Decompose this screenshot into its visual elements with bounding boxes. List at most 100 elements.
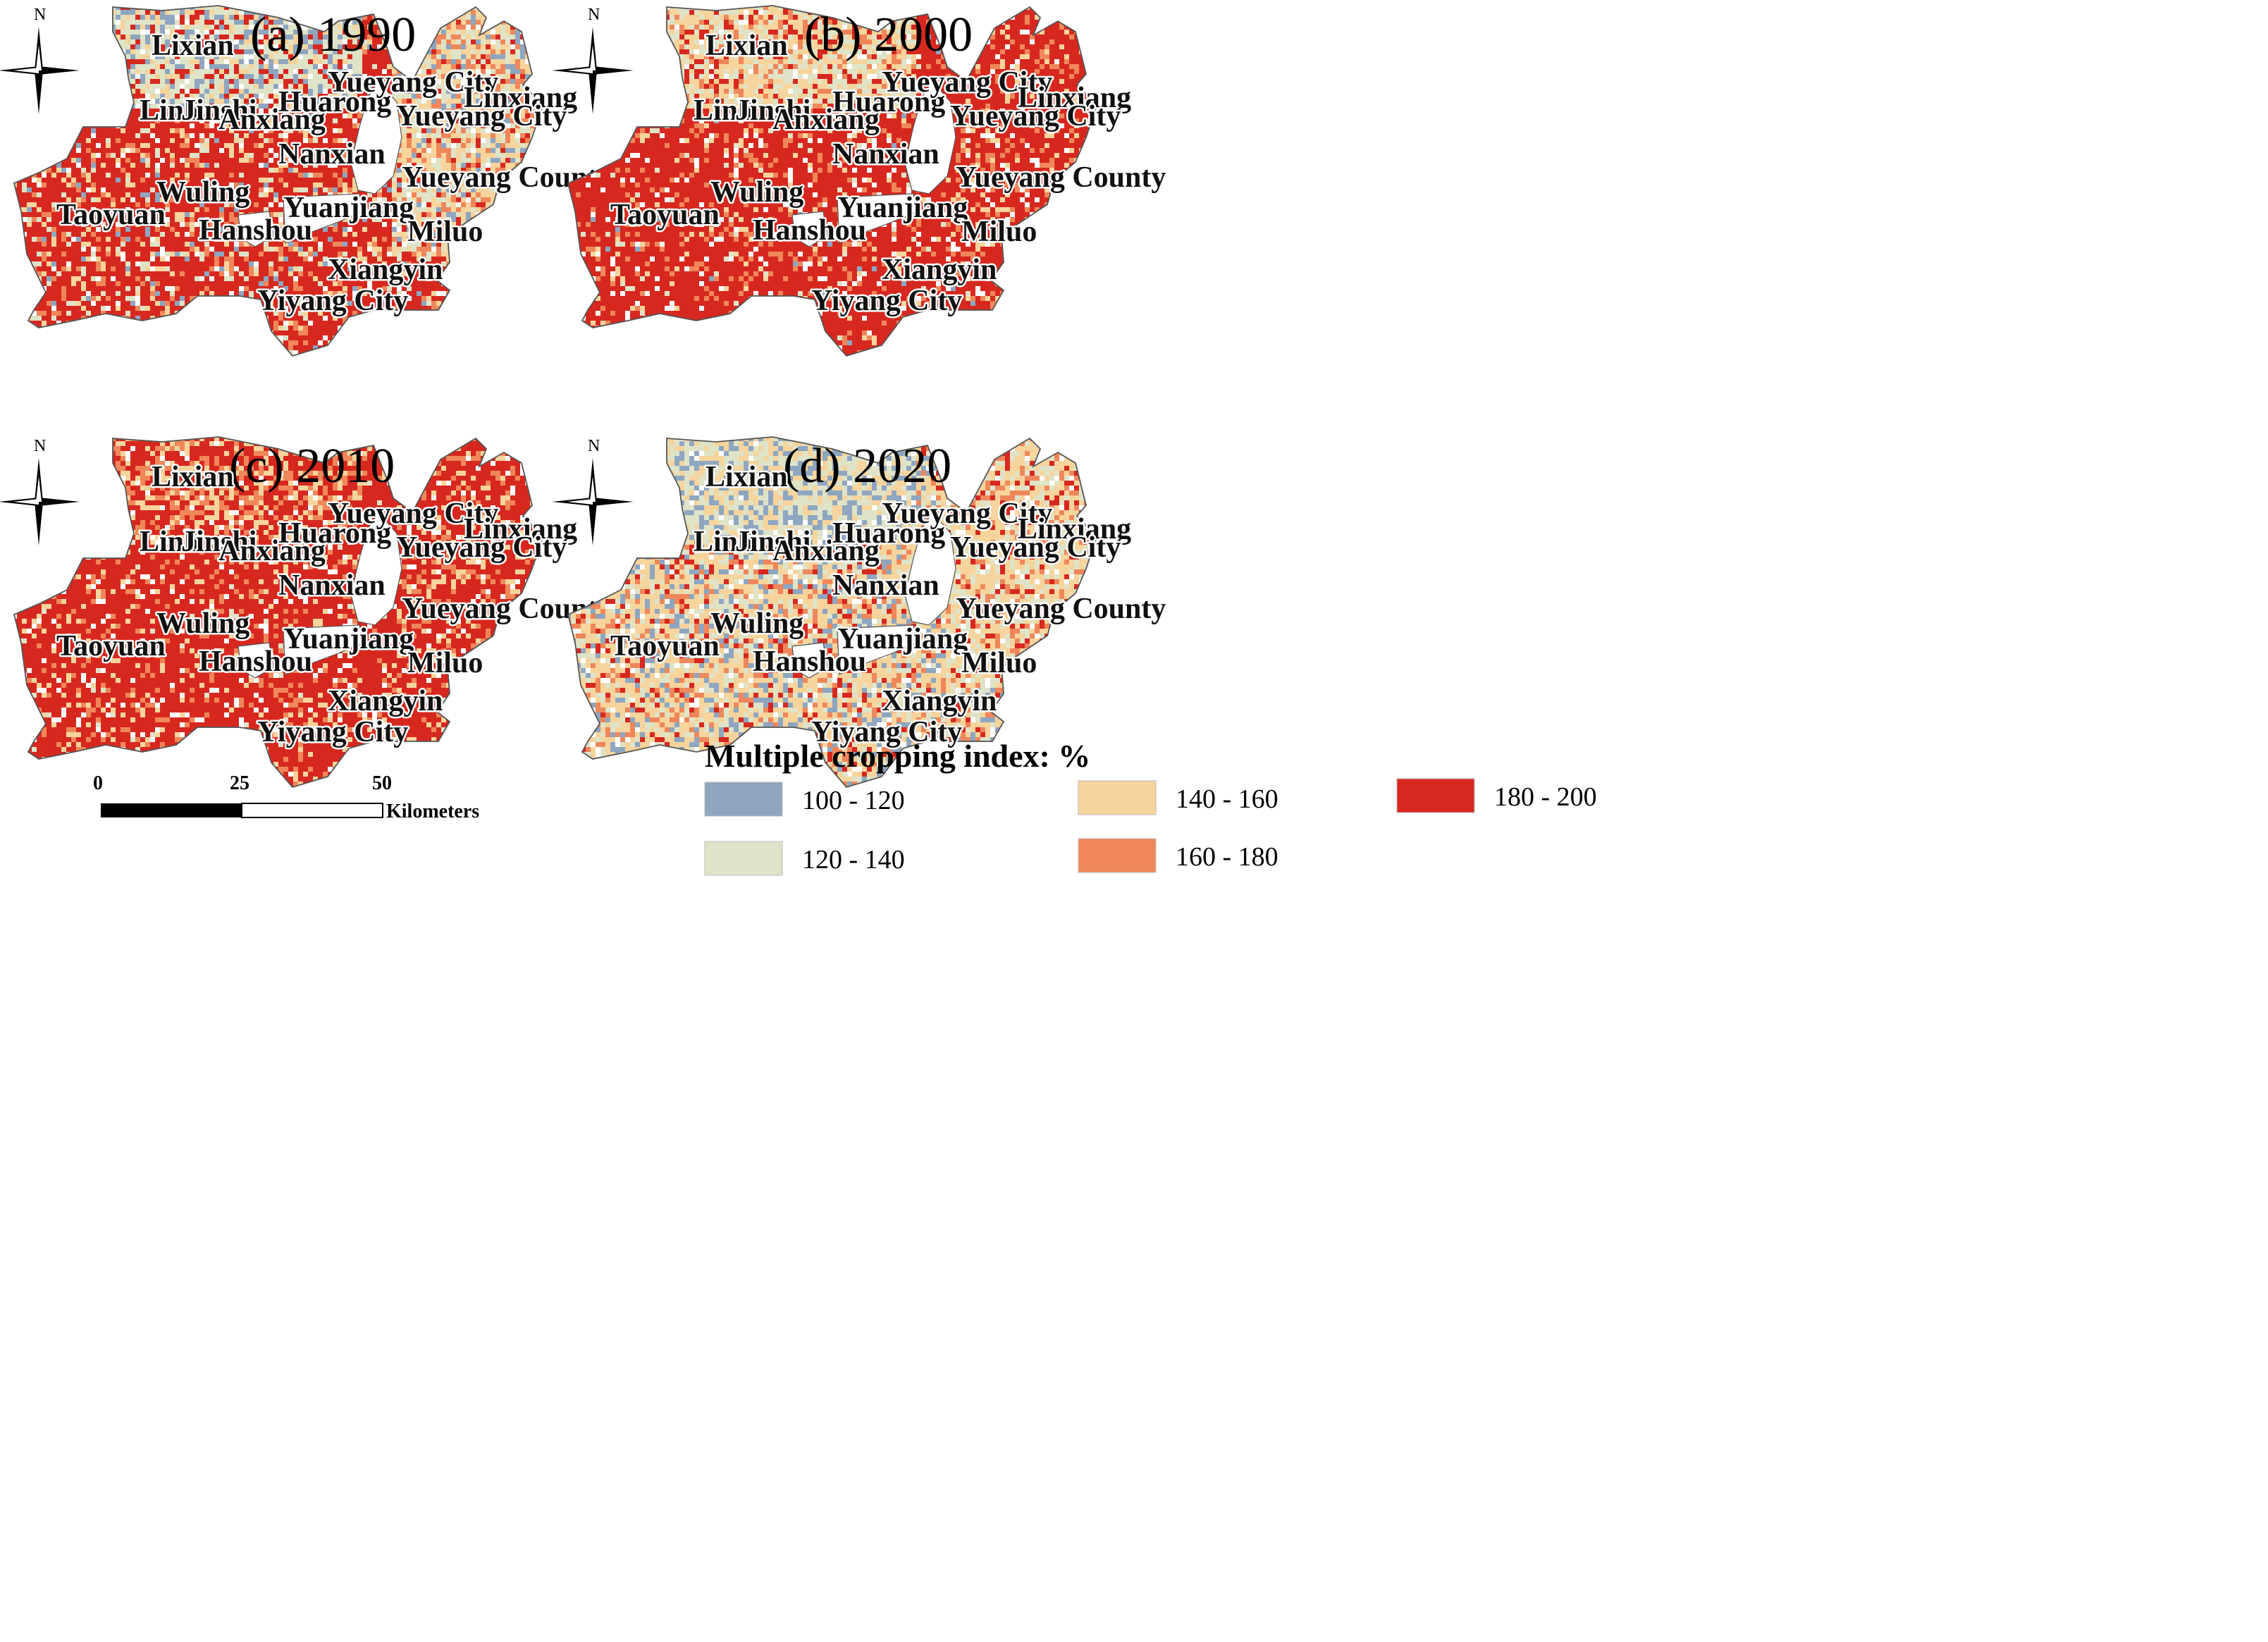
raster-cell (32, 39, 37, 44)
raster-cell (441, 168, 446, 173)
raster-cell (204, 148, 209, 153)
raster-cell (298, 44, 303, 49)
raster-cell (298, 133, 303, 138)
raster-cell (426, 153, 431, 158)
raster-cell (51, 202, 56, 207)
raster-cell (7, 187, 12, 192)
raster-cell (185, 222, 190, 227)
raster-cell (47, 99, 51, 104)
raster-cell (530, 128, 535, 133)
raster-cell (530, 153, 535, 158)
raster-cell (456, 158, 461, 163)
raster-cell (436, 143, 441, 148)
raster-cell (249, 133, 254, 138)
raster-cell (175, 187, 180, 192)
raster-cell (244, 109, 249, 113)
raster-cell (204, 30, 209, 35)
raster-cell (461, 197, 466, 202)
raster-cell (254, 153, 259, 158)
raster-cell (199, 69, 204, 74)
raster-cell (412, 133, 417, 138)
raster-cell (338, 39, 343, 44)
raster-cell (510, 104, 515, 109)
raster-cell (135, 158, 140, 163)
raster-cell (288, 79, 293, 84)
raster-cell (145, 104, 150, 109)
raster-cell (283, 183, 288, 187)
raster-cell (135, 222, 140, 227)
raster-cell (486, 138, 491, 143)
raster-cell (476, 59, 481, 64)
raster-cell (219, 163, 224, 168)
raster-cell (377, 197, 382, 202)
raster-cell (323, 173, 328, 178)
raster-cell (313, 35, 318, 39)
raster-cell (525, 113, 530, 118)
raster-cell (145, 178, 150, 183)
raster-cell (451, 217, 456, 222)
raster-cell (170, 173, 175, 178)
raster-cell (486, 20, 491, 25)
raster-cell (185, 173, 190, 178)
raster-cell (219, 69, 224, 74)
raster-cell (190, 59, 195, 64)
raster-cell (135, 30, 140, 35)
raster-cell (535, 35, 540, 39)
raster-cell (121, 207, 125, 212)
raster-cell (505, 109, 510, 113)
raster-cell (140, 84, 145, 89)
raster-cell (338, 54, 343, 59)
raster-cell (313, 192, 318, 197)
raster-cell (451, 84, 456, 89)
raster-cell (500, 74, 505, 79)
raster-cell (111, 217, 116, 222)
raster-cell (199, 84, 204, 89)
raster-cell (56, 89, 61, 94)
raster-cell (249, 123, 254, 128)
raster-cell (165, 128, 170, 133)
raster-cell (209, 183, 214, 187)
raster-cell (239, 202, 244, 207)
raster-cell (160, 44, 165, 49)
raster-cell (106, 10, 111, 15)
raster-cell (249, 30, 254, 35)
raster-cell (456, 178, 461, 183)
raster-cell (426, 69, 431, 74)
raster-cell (278, 44, 283, 49)
raster-cell (51, 212, 56, 217)
raster-cell (81, 35, 86, 39)
raster-cell (466, 197, 471, 202)
raster-cell (111, 138, 116, 143)
raster-cell (426, 6, 431, 10)
raster-cell (264, 128, 269, 133)
raster-cell (180, 138, 185, 143)
raster-cell (185, 187, 190, 192)
raster-cell (160, 173, 165, 178)
raster-cell (239, 20, 244, 25)
raster-cell (481, 15, 486, 20)
raster-cell (140, 128, 145, 133)
raster-cell (436, 94, 441, 99)
raster-cell (204, 207, 209, 212)
raster-cell (145, 143, 150, 148)
raster-cell (204, 153, 209, 158)
raster-cell (273, 197, 278, 202)
raster-cell (170, 20, 175, 25)
raster-cell (313, 158, 318, 163)
raster-cell (17, 128, 22, 133)
raster-cell (199, 89, 204, 94)
raster-cell (269, 35, 273, 39)
raster-cell (293, 59, 298, 64)
raster-cell (199, 168, 204, 173)
raster-cell (308, 69, 313, 74)
raster-cell (318, 44, 323, 49)
raster-cell (535, 104, 540, 109)
raster-cell (249, 59, 254, 64)
raster-cell (367, 192, 372, 197)
raster-cell (530, 202, 535, 207)
raster-cell (66, 202, 71, 207)
raster-cell (545, 217, 550, 222)
raster-cell (7, 178, 12, 183)
raster-cell (377, 79, 382, 84)
raster-cell (273, 148, 278, 153)
